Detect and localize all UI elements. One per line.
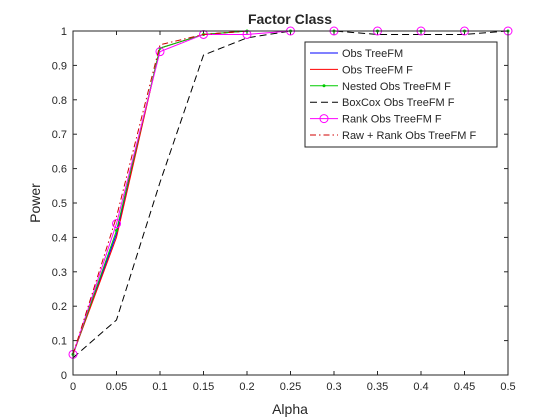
y-tick-label: 0.9: [52, 60, 67, 72]
y-tick-label: 0.4: [52, 232, 67, 244]
series-4: [72, 30, 509, 359]
x-tick-label: 0.2: [239, 381, 254, 393]
y-tick-label: 1: [61, 26, 67, 38]
legend-label: Nested Obs TreeFM F: [342, 81, 451, 93]
legend-entries: Obs TreeFM Obs TreeFM F Nested Obs TreeFM …: [310, 48, 476, 142]
x-tick-label: 0.3: [326, 381, 341, 393]
data-point: [155, 47, 165, 57]
legend-item: Obs TreeFM: [310, 48, 403, 60]
legend-marker: [322, 84, 326, 88]
legend-label: Raw + Rank Obs TreeFM F: [342, 130, 476, 142]
y-axis-label: Power: [27, 183, 43, 223]
legend-item: Raw + Rank Obs TreeFM F: [310, 130, 476, 142]
series-line: [72, 30, 509, 359]
y-tick-label: 0.1: [52, 336, 67, 348]
y-tick-label: 0: [61, 370, 67, 382]
x-axis-label: Alpha: [272, 401, 308, 417]
x-tick-label: 0.5: [500, 381, 515, 393]
legend: Obs TreeFM Obs TreeFM F Nested Obs TreeFM …: [304, 41, 498, 148]
legend-box: [304, 41, 498, 148]
legend-item: Nested Obs TreeFM F: [310, 81, 451, 93]
legend-label: Obs TreeFM F: [342, 64, 413, 76]
y-tick-label: 0.5: [52, 198, 67, 210]
plot-frame: [72, 30, 509, 376]
legend-label: BoxCox Obs TreeFM F: [342, 97, 455, 109]
x-tick-label: 0.45: [454, 381, 475, 393]
y-tick-label: 0.8: [52, 95, 67, 107]
y-tick-label: 0.3: [52, 267, 67, 279]
x-tick-label: 0.05: [106, 381, 127, 393]
legend-item: BoxCox Obs TreeFM F: [310, 97, 455, 109]
legend-item: Rank Obs TreeFM F: [310, 114, 442, 126]
chart-title: Factor Class: [248, 11, 332, 27]
x-tick-label: 0.1: [152, 381, 167, 393]
data-point: [242, 29, 252, 39]
y-tick-label: 0.2: [52, 301, 67, 313]
y-tick-label: 0.7: [52, 129, 67, 141]
legend-label: Rank Obs TreeFM F: [342, 114, 442, 126]
legend-label: Obs TreeFM: [342, 48, 403, 60]
legend-marker: [319, 114, 329, 124]
data-point: [112, 219, 121, 229]
legend-item: Obs TreeFM F: [310, 64, 413, 76]
x-tick-label: 0.15: [193, 381, 214, 393]
data-point: [115, 229, 118, 233]
axis-ticks: 0 0.05 0.1 0.15 0.2 0.25 0.3 0.35 0.4 0.45 0.5 0 0.1…: [52, 26, 516, 393]
x-tick-label: 0.25: [280, 381, 301, 393]
y-tick-label: 0.6: [52, 164, 67, 176]
x-tick-label: 0.4: [413, 381, 428, 393]
x-tick-label: 0.35: [367, 381, 388, 393]
x-tick-label: 0: [70, 381, 76, 393]
